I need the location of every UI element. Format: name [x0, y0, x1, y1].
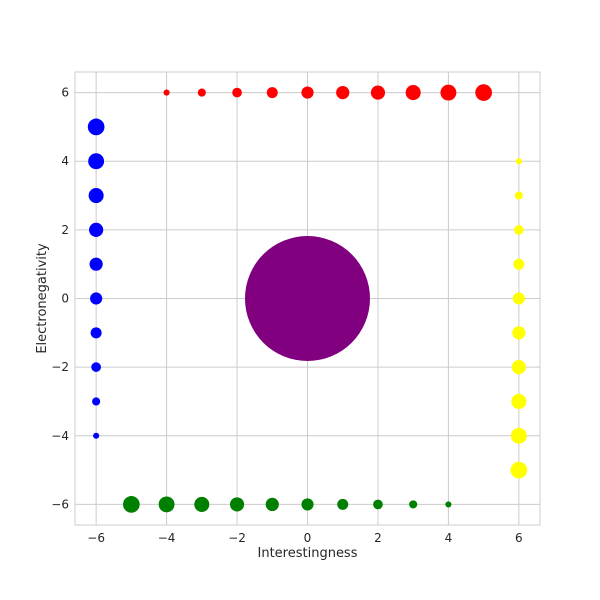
x-tick-label: 0 — [304, 531, 312, 545]
scatter-point — [475, 84, 492, 101]
x-axis-label: Interestingness — [258, 546, 358, 561]
x-tick-label: −2 — [228, 531, 246, 545]
scatter-point — [232, 87, 242, 98]
scatter-point — [512, 326, 526, 340]
scatter-point — [89, 257, 103, 271]
x-tick-label: −6 — [87, 531, 105, 545]
y-tick-label: −6 — [51, 497, 69, 511]
scatter-point — [511, 360, 526, 375]
scatter-point — [229, 497, 245, 512]
scatter-point — [515, 158, 522, 165]
scatter-points — [87, 84, 528, 513]
scatter-point — [91, 362, 101, 372]
scatter-point — [90, 327, 102, 339]
scatter-point — [409, 500, 418, 509]
scatter-point — [511, 393, 527, 409]
y-tick-label: 0 — [61, 292, 69, 306]
y-tick-labels: −6 −4 −2 0 2 4 6 — [51, 86, 69, 512]
y-tick-label: −2 — [51, 360, 69, 374]
scatter-point — [445, 501, 452, 508]
scatter-point — [90, 292, 103, 305]
plot-frame — [74, 71, 541, 526]
y-tick-label: 4 — [61, 154, 69, 168]
scatter-point — [370, 85, 386, 100]
scatter-point — [510, 461, 528, 479]
scatter-point — [301, 86, 314, 99]
scatter-point — [88, 188, 104, 204]
scatter-point — [87, 118, 105, 136]
y-tick-label: 6 — [61, 86, 69, 100]
x-tick-label: 6 — [515, 531, 523, 545]
scatter-point — [197, 88, 206, 97]
scatter-point — [158, 496, 175, 513]
y-axis-label: Electronegativity — [35, 243, 50, 354]
scatter-point — [301, 498, 314, 511]
scatter-point — [89, 222, 104, 237]
x-tick-labels: −6 −4 −2 0 2 4 6 — [87, 531, 522, 545]
scatter-point — [513, 258, 525, 270]
scatter-point — [93, 432, 100, 439]
x-tick-label: 2 — [374, 531, 382, 545]
y-tick-label: −4 — [51, 429, 69, 443]
scatter-point — [163, 89, 170, 96]
scatter-point — [266, 87, 278, 99]
x-tick-label: 4 — [445, 531, 453, 545]
scatter-point — [92, 397, 101, 406]
scatter-point — [373, 499, 383, 510]
scatter-point — [514, 191, 523, 200]
x-tick-label: −4 — [158, 531, 176, 545]
scatter-point — [265, 497, 279, 512]
scatter-point — [245, 236, 370, 361]
scatter-point — [440, 84, 457, 101]
scatter-point — [194, 496, 210, 512]
scatter-point — [512, 292, 525, 305]
scatter-point — [405, 85, 421, 101]
scatter-point — [337, 498, 349, 510]
scatter-point — [510, 427, 527, 444]
scatter-point — [336, 85, 350, 100]
scatter-point — [123, 496, 140, 513]
scatter-point — [88, 153, 105, 170]
scatter-point — [514, 225, 524, 235]
y-tick-label: 2 — [61, 223, 69, 237]
